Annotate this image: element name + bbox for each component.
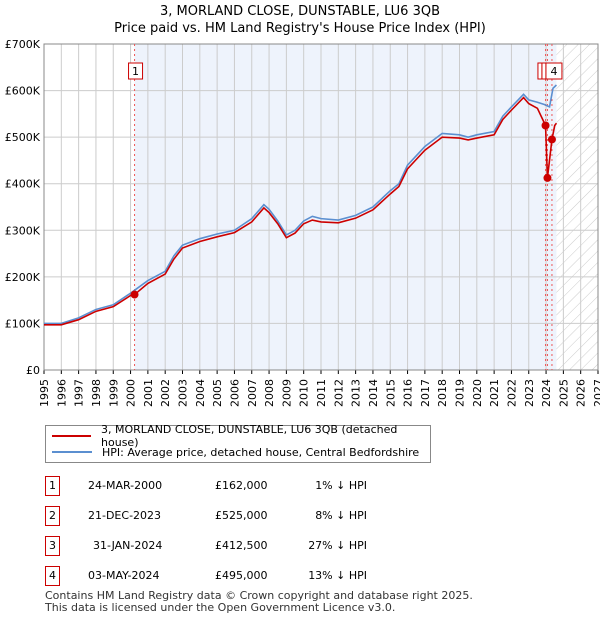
x-tick-label: 2002 xyxy=(159,379,172,407)
sale-number: 4 xyxy=(45,566,60,586)
x-tick-label: 2026 xyxy=(575,379,588,407)
x-tick-label: 1996 xyxy=(55,379,68,407)
sales-table-row: 3 31-JAN-2024 £412,500 27% ↓ HPI xyxy=(45,536,445,556)
price-chart: 1995 1996 1997 1998 1999 2000 2001 2002 2003 2004… xyxy=(5,38,600,407)
y-tick-label: £700K xyxy=(5,38,41,51)
y-tick-label: £600K xyxy=(5,85,41,98)
x-tick-label: 2025 xyxy=(557,379,570,407)
y-tick-label: £500K xyxy=(5,131,41,144)
sale-label-box xyxy=(545,62,563,80)
sale-price: £412,500 xyxy=(215,539,268,552)
x-tick-label: 2006 xyxy=(228,379,241,407)
sale-label: 4 xyxy=(550,65,557,78)
sales-table-row: 1 24-MAR-2000 £162,000 1% ↓ HPI xyxy=(45,476,445,496)
shaded-period xyxy=(134,44,557,370)
y-tick-label: £300K xyxy=(5,224,41,237)
x-tick-label: 2016 xyxy=(402,379,415,407)
legend-swatch-red xyxy=(52,435,92,437)
x-tick-label: 2027 xyxy=(592,379,600,407)
legend-item-hpi: HPI: Average price, detached house, Cent… xyxy=(46,444,419,460)
property-line xyxy=(44,96,558,326)
x-tick-label: 2011 xyxy=(315,379,328,407)
x-tick-label: 2009 xyxy=(280,379,293,407)
sale-date: 03-MAY-2024 xyxy=(88,569,160,582)
sale-number: 1 xyxy=(45,476,60,496)
sale-price: £525,000 xyxy=(215,509,268,522)
x-tick-label: 2005 xyxy=(211,379,224,407)
sale-hpi: 13% ↓ HPI xyxy=(308,569,367,582)
x-tick-label: 2021 xyxy=(488,379,501,407)
x-tick-label: 2018 xyxy=(436,379,449,407)
sale-date: 21-DEC-2023 xyxy=(88,509,162,522)
x-tick-label: 1998 xyxy=(90,379,103,407)
legend-item-property: 3, MORLAND CLOSE, DUNSTABLE, LU6 3QB (de… xyxy=(46,423,430,449)
sale-hpi: 27% ↓ HPI xyxy=(308,539,367,552)
sale-marker xyxy=(130,290,139,299)
x-tick-label: 2022 xyxy=(505,379,518,407)
sale-hpi: 8% ↓ HPI xyxy=(315,509,367,522)
x-tick-label: 2024 xyxy=(540,379,553,407)
sales-table-row: 2 21-DEC-2023 £525,000 8% ↓ HPI xyxy=(45,506,445,526)
x-tick-label: 1995 xyxy=(38,379,51,407)
x-tick-label: 2000 xyxy=(125,379,138,407)
y-tick-label: £0 xyxy=(26,364,40,377)
footer: Contains HM Land Registry data © Crown c… xyxy=(45,589,473,614)
legend-swatch-blue xyxy=(52,451,92,453)
x-tick-label: 2008 xyxy=(263,379,276,407)
x-tick-label: 2007 xyxy=(246,379,259,407)
sales-table-row: 4 03-MAY-2024 £495,000 13% ↓ HPI xyxy=(45,566,445,586)
x-tick-label: 2015 xyxy=(384,379,397,407)
forecast-hatch xyxy=(556,44,598,370)
x-tick-label: 2014 xyxy=(367,379,380,407)
y-tick-label: £100K xyxy=(5,317,41,330)
legend: 3, MORLAND CLOSE, DUNSTABLE, LU6 3QB (de… xyxy=(45,423,431,463)
sale-price: £162,000 xyxy=(215,479,268,492)
plot-frame xyxy=(43,43,599,371)
sale-date: 31-JAN-2024 xyxy=(93,539,163,552)
sale-label-box xyxy=(128,62,144,80)
sale-number: 3 xyxy=(45,536,60,556)
chart-subtitle: Price paid vs. HM Land Registry's House … xyxy=(114,21,486,36)
y-tick-label: £400K xyxy=(5,178,41,191)
sale-marker xyxy=(547,135,556,144)
sale-hpi: 1% ↓ HPI xyxy=(315,479,367,492)
sale-date: 24-MAR-2000 xyxy=(88,479,163,492)
sale-label: 1 xyxy=(132,65,139,78)
chart-title: 3, MORLAND CLOSE, DUNSTABLE, LU6 3QB xyxy=(159,4,441,19)
x-tick-label: 2001 xyxy=(142,379,155,407)
sale-marker xyxy=(541,121,550,130)
x-tick-label: 1999 xyxy=(107,379,120,407)
y-tick-label: £200K xyxy=(5,271,41,284)
x-tick-label: 2023 xyxy=(523,379,536,407)
sale-number: 2 xyxy=(45,506,60,526)
x-tick-label: 2019 xyxy=(454,379,467,407)
sale-label-box xyxy=(537,62,543,80)
x-tick-label: 2010 xyxy=(298,379,311,407)
hpi-line xyxy=(44,84,557,325)
x-tick-label: 2020 xyxy=(471,379,484,407)
sale-price: £495,000 xyxy=(215,569,268,582)
sale-marker xyxy=(543,173,552,182)
x-tick-label: 2004 xyxy=(194,379,207,407)
x-tick-label: 1997 xyxy=(73,379,86,407)
x-tick-label: 2017 xyxy=(419,379,432,407)
sale-label-box xyxy=(541,62,547,80)
x-tick-label: 2012 xyxy=(332,379,345,407)
x-tick-label: 2013 xyxy=(350,379,363,407)
x-tick-label: 2003 xyxy=(177,379,190,407)
